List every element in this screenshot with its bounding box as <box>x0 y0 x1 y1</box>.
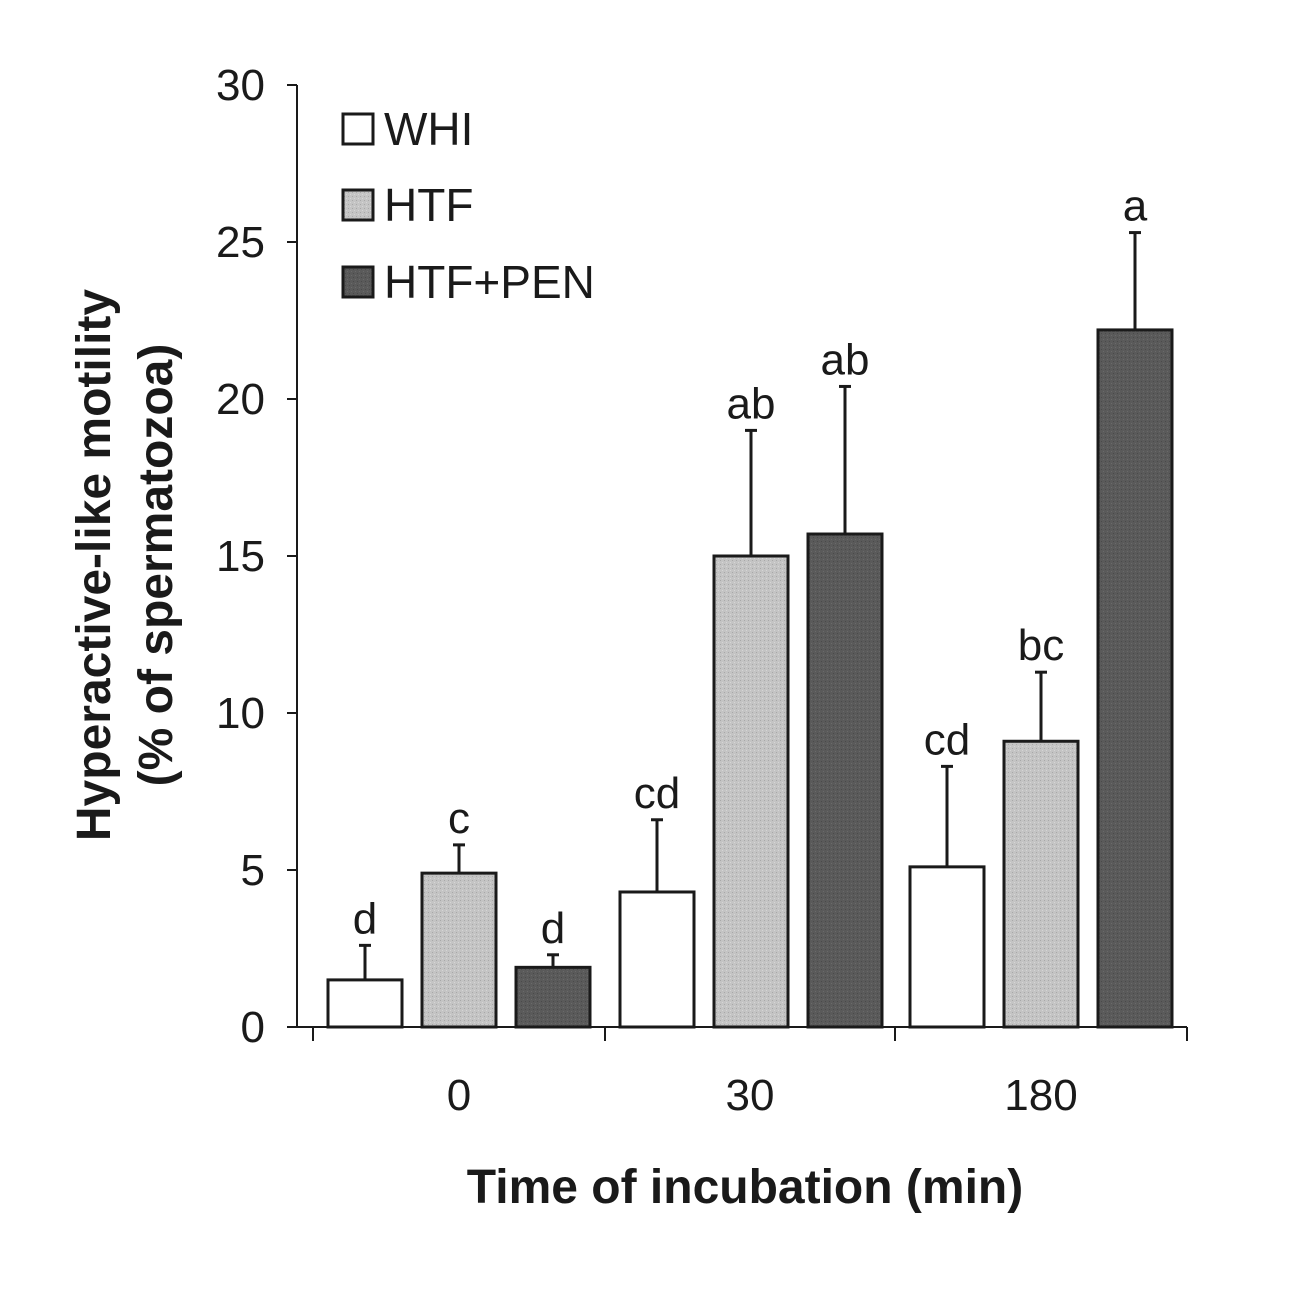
legend-label: WHI <box>384 103 473 155</box>
significance-label: c <box>448 794 470 843</box>
y-tick-label: 10 <box>216 689 265 738</box>
legend-swatch <box>341 188 375 222</box>
bar-whi <box>618 890 696 1029</box>
y-tick-label: 5 <box>241 846 265 895</box>
legend-label: HTF <box>384 179 473 231</box>
x-category-label: 180 <box>1004 1071 1077 1120</box>
bar-whi <box>326 978 404 1029</box>
significance-label: bc <box>1018 621 1064 670</box>
x-axis: 0 30 180 <box>297 1026 1188 1120</box>
y-tick-label: 15 <box>216 532 265 581</box>
significance-label: d <box>541 904 565 953</box>
legend-swatch <box>341 265 375 299</box>
x-category-label: 30 <box>726 1071 775 1120</box>
legend: WHI HTF HTF+PEN <box>341 103 595 308</box>
significance-label: d <box>353 894 377 943</box>
y-axis-title-line2: (% of spermatozoa) <box>130 344 183 787</box>
significance-label: a <box>1123 182 1148 231</box>
bar-htf <box>1002 739 1080 1029</box>
bar-htf-pen <box>1096 328 1174 1029</box>
significance-label: cd <box>634 769 680 818</box>
legend-label: HTF+PEN <box>384 256 595 308</box>
y-tick-label: 25 <box>216 218 265 267</box>
x-category-label: 0 <box>447 1071 471 1120</box>
y-tick-label: 0 <box>241 1003 265 1052</box>
bar-htf <box>712 554 790 1029</box>
bars: d cd cd c ab bc d ab a <box>326 182 1174 1029</box>
y-tick-label: 30 <box>216 61 265 110</box>
x-axis-title: Time of incubation (min) <box>467 1161 1023 1214</box>
y-axis-title-line1: Hyperactive-like motility <box>68 289 121 842</box>
y-tick-label: 20 <box>216 375 265 424</box>
significance-label: cd <box>924 715 970 764</box>
bar-htf <box>420 871 498 1029</box>
y-axis: 0 5 10 15 20 25 30 <box>216 61 298 1052</box>
significance-label: ab <box>727 379 776 428</box>
legend-swatch <box>341 112 375 146</box>
bar-htf-pen <box>806 532 884 1029</box>
bar-whi <box>908 865 986 1029</box>
bar-htf-pen <box>514 965 592 1029</box>
significance-label: ab <box>821 335 870 384</box>
